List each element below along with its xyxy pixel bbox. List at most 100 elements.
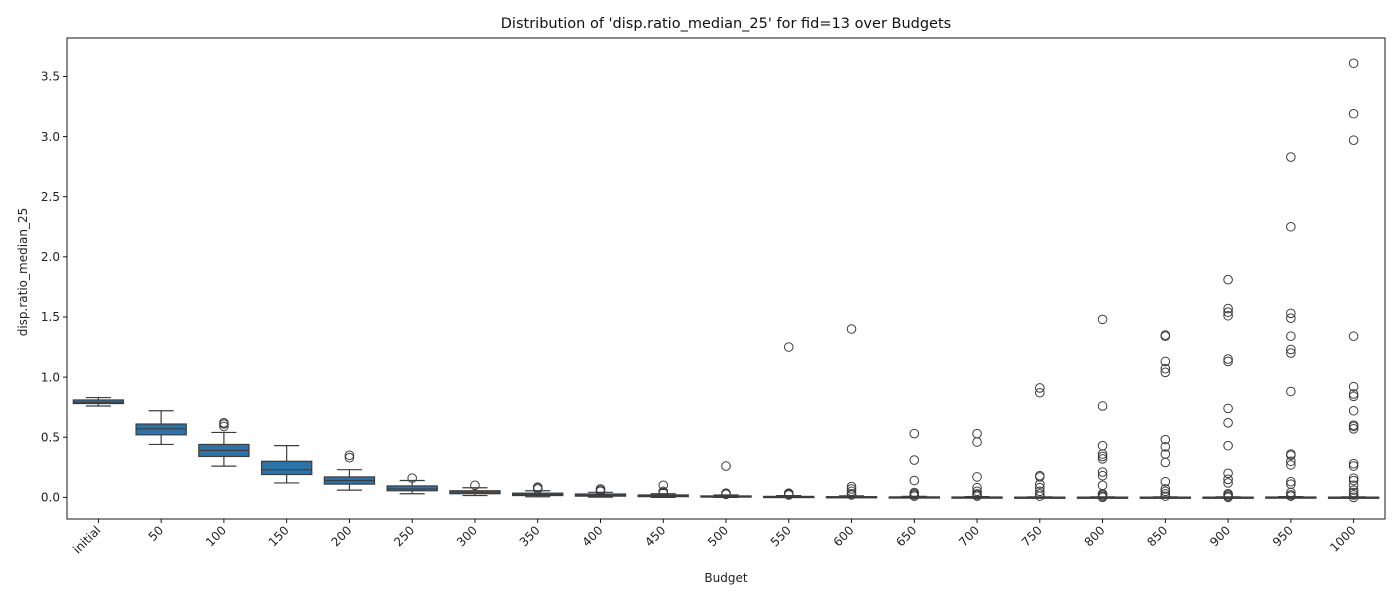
outlier-point xyxy=(909,428,920,439)
box-100 xyxy=(198,418,250,467)
outlier-point xyxy=(407,473,417,483)
outlier-point xyxy=(1348,458,1359,469)
outlier-point xyxy=(1286,476,1296,487)
box-250 xyxy=(386,473,438,495)
outlier-point xyxy=(846,488,857,499)
outlier-point xyxy=(1286,490,1296,500)
outlier-point xyxy=(1035,486,1045,497)
box-1000 xyxy=(1327,58,1380,503)
outlier-point xyxy=(1348,108,1359,119)
outlier-point xyxy=(1160,449,1171,459)
box-iqr xyxy=(386,485,438,492)
outlier-point xyxy=(219,418,229,428)
box-iqr xyxy=(72,399,125,405)
chart-title: Distribution of 'disp.ratio_median_25' f… xyxy=(501,16,951,32)
box-450 xyxy=(637,480,689,498)
outlier-point xyxy=(1223,440,1233,451)
box-800 xyxy=(1076,314,1129,503)
outlier-point xyxy=(1348,480,1359,491)
outlier-point xyxy=(972,472,982,482)
outlier-point xyxy=(1348,135,1359,146)
outlier-point xyxy=(1097,401,1108,411)
outlier-point xyxy=(1160,330,1171,340)
box-150 xyxy=(260,445,313,484)
outlier-point xyxy=(721,488,731,498)
box-500 xyxy=(700,461,752,500)
outlier-point xyxy=(1286,152,1296,162)
y-tick-label: 2.0 xyxy=(41,250,60,264)
outlier-point xyxy=(972,428,982,439)
outlier-point xyxy=(1097,451,1108,462)
outlier-point xyxy=(1223,468,1233,479)
y-tick-label: 3.5 xyxy=(41,70,60,84)
outlier-point xyxy=(1286,331,1296,342)
outlier-point xyxy=(909,487,920,498)
outlier-point xyxy=(1223,356,1233,367)
outlier-point xyxy=(1097,454,1108,464)
box-850 xyxy=(1139,330,1192,501)
outlier-point xyxy=(1223,303,1233,314)
outlier-point xyxy=(1097,440,1108,451)
outlier-point xyxy=(1286,460,1296,470)
outlier-point xyxy=(1035,482,1045,493)
outlier-point xyxy=(1348,381,1359,392)
x-axis-label: Budget xyxy=(704,571,747,585)
box-650 xyxy=(888,428,940,501)
outlier-point xyxy=(1223,418,1233,428)
outlier-point xyxy=(1097,470,1108,481)
outlier-point xyxy=(658,486,669,497)
outlier-point xyxy=(846,484,857,494)
box-600 xyxy=(825,324,878,500)
box-iqr xyxy=(135,423,187,436)
y-tick-label: 0.0 xyxy=(41,491,60,505)
outlier-point xyxy=(972,488,982,499)
outlier-point xyxy=(1348,58,1359,69)
outlier-point xyxy=(1348,331,1359,342)
box-350 xyxy=(512,482,564,498)
box-700 xyxy=(951,428,1003,501)
outlier-point xyxy=(1035,387,1045,398)
outlier-point xyxy=(1286,386,1296,397)
outlier-point xyxy=(1097,480,1108,491)
outlier-point xyxy=(1348,461,1359,471)
outlier-point xyxy=(1348,490,1359,500)
outlier-point xyxy=(1286,221,1296,232)
box-400 xyxy=(574,484,627,498)
outlier-point xyxy=(846,486,857,497)
y-tick-label: 1.0 xyxy=(41,370,60,384)
y-tick-label: 3.0 xyxy=(41,130,60,144)
outlier-point xyxy=(1223,307,1233,317)
outlier-point xyxy=(783,488,794,498)
outlier-point xyxy=(1160,484,1171,494)
outlier-point xyxy=(909,475,920,486)
box-200 xyxy=(323,450,376,491)
outlier-point xyxy=(1223,310,1233,321)
box-300 xyxy=(449,480,501,497)
outlier-point xyxy=(1348,485,1359,495)
outlier-point xyxy=(1160,434,1171,445)
box-initial xyxy=(72,396,125,407)
outlier-point xyxy=(1286,348,1296,358)
outlier-point xyxy=(1286,344,1296,355)
outlier-point xyxy=(1035,470,1045,481)
outlier-point xyxy=(1348,475,1359,486)
outlier-point xyxy=(1223,403,1233,414)
outlier-point xyxy=(1160,367,1171,378)
box-550 xyxy=(763,342,815,500)
outlier-point xyxy=(1223,488,1233,499)
outlier-point xyxy=(658,480,669,491)
plot-area xyxy=(72,58,1380,503)
outlier-point xyxy=(532,482,543,492)
outlier-point xyxy=(1097,467,1108,477)
outlier-point xyxy=(783,342,794,352)
outlier-point xyxy=(846,324,857,334)
outlier-point xyxy=(972,482,982,493)
box-900 xyxy=(1202,274,1254,503)
box-950 xyxy=(1265,152,1317,501)
y-tick-label: 2.5 xyxy=(41,190,60,204)
y-tick-label: 1.5 xyxy=(41,310,60,324)
box-50 xyxy=(135,410,187,446)
outlier-point xyxy=(1160,491,1171,501)
outlier-point xyxy=(1286,449,1296,459)
